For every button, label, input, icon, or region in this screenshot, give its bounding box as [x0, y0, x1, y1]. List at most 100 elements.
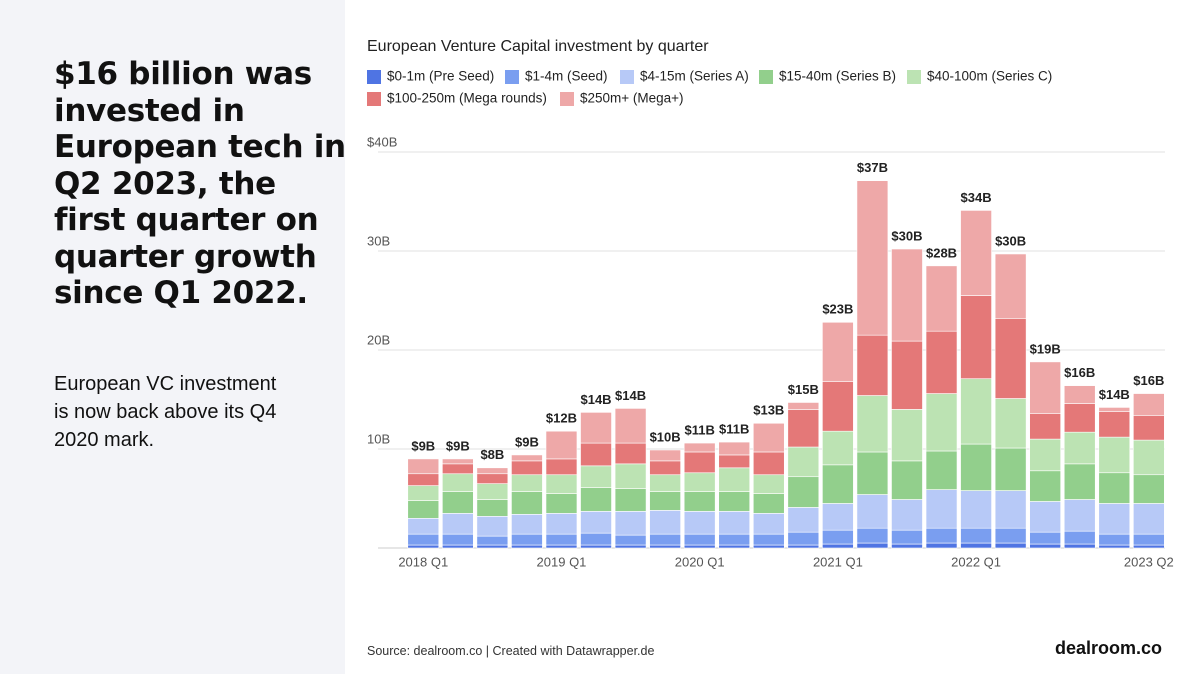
bar-segment — [442, 513, 474, 535]
headline-line: Q2 2023, the — [54, 165, 276, 202]
legend-swatch — [620, 70, 634, 84]
bar-segment — [822, 464, 854, 504]
legend-swatch — [759, 70, 773, 84]
body-line: is now back above its Q4 — [54, 401, 277, 423]
bar-segment — [649, 533, 681, 546]
bar-segment — [752, 493, 785, 514]
total-label: $11B — [719, 422, 749, 437]
bar-segment — [822, 430, 854, 466]
y-tick-label: 30B — [367, 233, 390, 248]
bar-segment — [752, 544, 785, 549]
bar-segment — [1029, 531, 1061, 545]
total-label: $37B — [857, 160, 888, 175]
bar-segment — [1063, 431, 1096, 465]
bar-segment — [822, 321, 854, 382]
y-tick-label: 10B — [367, 431, 390, 446]
headline-line: since Q1 2022. — [54, 275, 308, 311]
bar-segment — [960, 542, 992, 549]
bar-segment — [476, 516, 509, 537]
bar-segment — [787, 507, 820, 533]
bar-segment — [580, 412, 612, 444]
bar-segment — [649, 544, 681, 549]
bar-segment — [718, 491, 751, 512]
bar-segment — [960, 490, 992, 529]
bar-segment — [649, 474, 681, 492]
bar-segment — [1133, 439, 1165, 476]
bar-segment — [1133, 533, 1165, 546]
bar-segment — [822, 543, 854, 549]
bar-segment — [614, 408, 647, 444]
bar-segment — [1098, 544, 1131, 549]
bar-segment — [1063, 403, 1096, 433]
legend-label: $250m+ (Mega+) — [580, 91, 684, 106]
x-tick-label: 2018 Q1 — [398, 554, 448, 569]
total-label: $30B — [891, 228, 922, 243]
bar-segment — [1029, 438, 1061, 472]
bar-segment — [925, 393, 958, 452]
legend-label: $0-1m (Pre Seed) — [387, 69, 494, 84]
bar-segment — [407, 500, 440, 519]
x-tick-label: 2023 Q2 — [1124, 554, 1174, 569]
bar-segment — [994, 253, 1027, 319]
bar-segment — [1133, 474, 1165, 504]
bar-segment — [1098, 407, 1131, 412]
bar-segment — [614, 544, 647, 549]
bar-segment — [960, 378, 992, 445]
bar-segment — [614, 463, 647, 489]
bar-segment — [752, 422, 785, 453]
bar-segment — [1098, 436, 1131, 474]
bar-segment — [891, 340, 923, 410]
bar-segment — [752, 513, 785, 535]
legend-swatch — [907, 70, 921, 84]
legend-swatch — [367, 92, 381, 106]
bar-segment — [994, 447, 1027, 491]
bar-segment — [649, 449, 681, 462]
total-label: $28B — [926, 245, 957, 260]
bar-segment — [752, 533, 785, 546]
bar-segment — [925, 527, 958, 544]
legend-swatch — [367, 70, 381, 84]
bar-segment — [476, 483, 509, 500]
bar-segment — [856, 451, 889, 495]
bar-segment — [994, 490, 1027, 529]
bar-segment — [545, 513, 578, 535]
bar-segment — [683, 442, 716, 453]
bar-segment — [1098, 411, 1131, 438]
bar-segment — [856, 542, 889, 549]
bar-segment — [1098, 533, 1131, 546]
bar-segment — [1063, 543, 1096, 549]
bar-segment — [1063, 530, 1096, 545]
bar-segment — [580, 465, 612, 488]
bar-segment — [442, 491, 474, 514]
bar-segment — [545, 493, 578, 514]
bar-segment — [442, 533, 474, 546]
bar-segment — [1063, 385, 1096, 404]
bar-segment — [442, 458, 474, 465]
total-label: $10B — [650, 429, 681, 444]
bar-segment — [856, 180, 889, 336]
bar-segment — [787, 544, 820, 549]
headline-line: invested in — [54, 92, 245, 129]
bar-segment — [856, 527, 889, 544]
logo: dealroom.co — [1054, 638, 1162, 658]
bar-segment — [960, 295, 992, 380]
bar-segment — [511, 491, 543, 515]
bar-segment — [891, 409, 923, 462]
bar-segment — [442, 463, 474, 475]
body-line: 2020 mark. — [54, 429, 155, 451]
bar-segment — [683, 533, 716, 546]
bar-segment — [994, 318, 1027, 399]
bar-segment — [683, 451, 716, 474]
bar-segment — [649, 460, 681, 476]
bar-segment — [960, 210, 992, 296]
bar-segment — [545, 430, 578, 460]
bar-segment — [925, 265, 958, 332]
bar-segment — [649, 491, 681, 511]
headline-line: $16 billion was — [54, 56, 312, 92]
bar-segment — [511, 533, 543, 546]
bar-segment — [511, 514, 543, 535]
bar-segment — [545, 544, 578, 549]
bar-segment — [1133, 415, 1165, 441]
